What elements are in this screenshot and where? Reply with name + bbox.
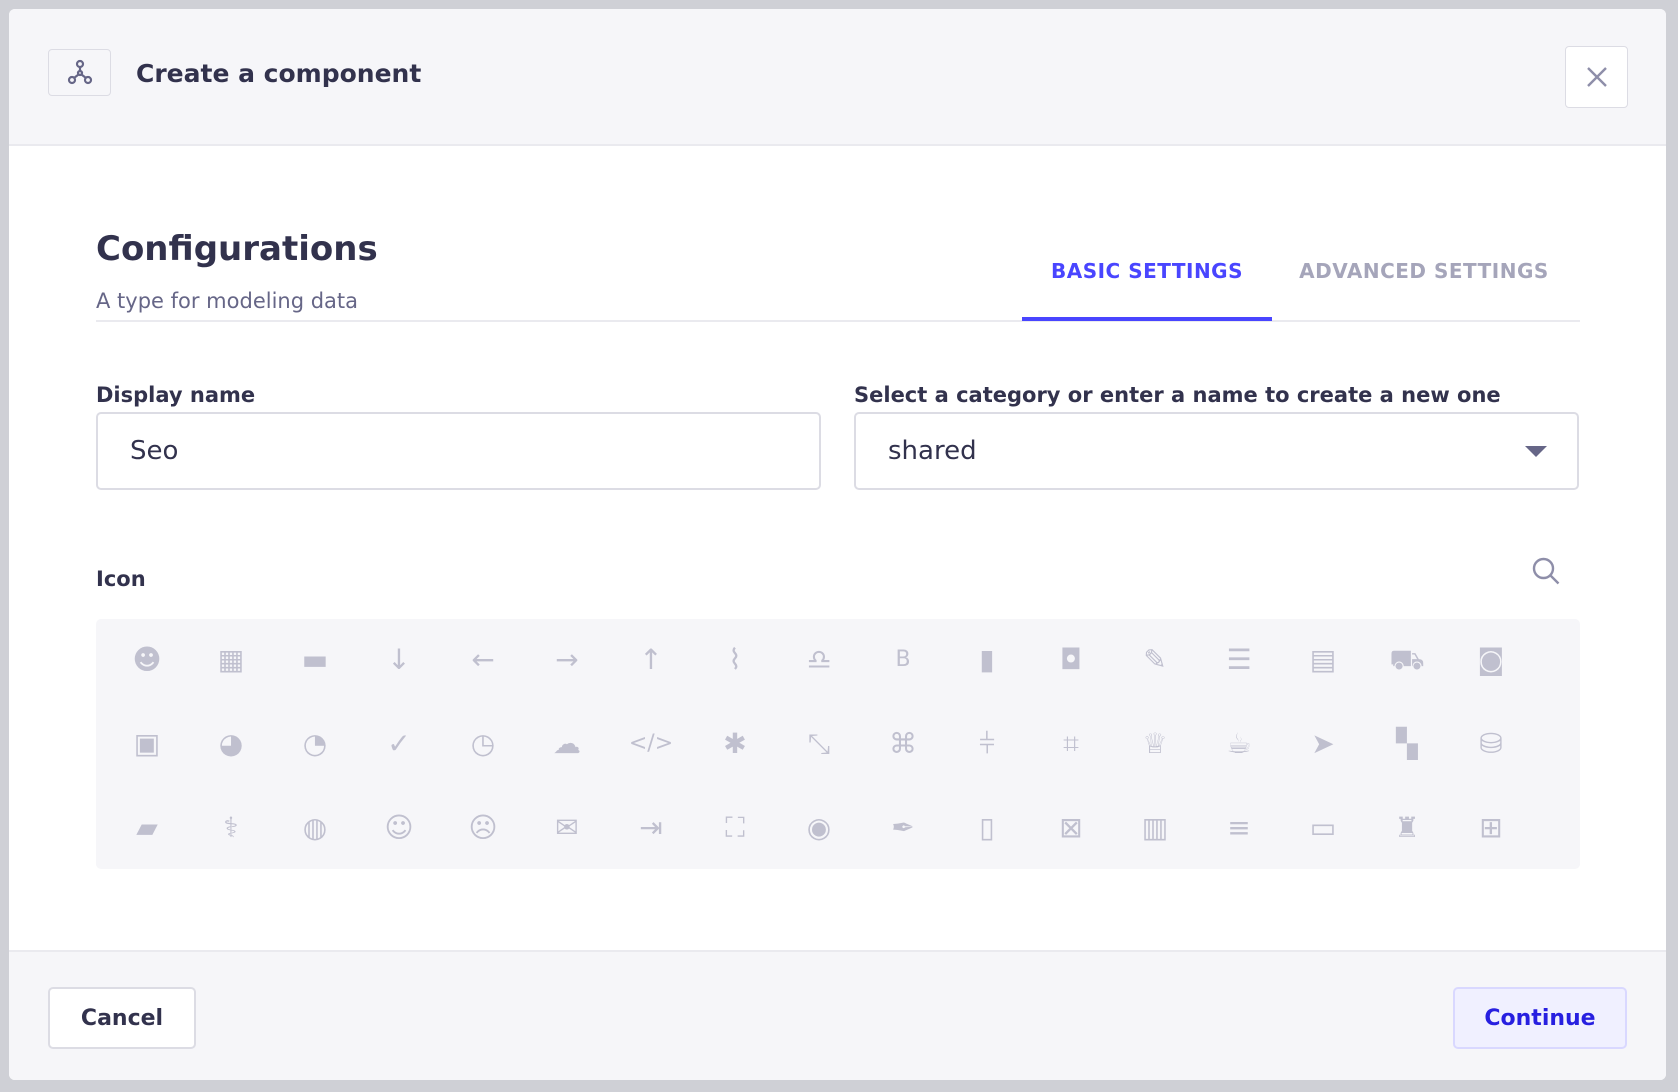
paperclip-icon[interactable]: ⌇ [728,643,742,676]
modal-header: Create a component [9,9,1666,146]
archive-icon[interactable]: ▬ [301,643,329,676]
comments-icon[interactable]: ▰ [136,811,158,844]
arrow-up-icon[interactable]: ↑ [639,643,663,676]
arrow-right-icon[interactable]: → [555,643,579,676]
cast-icon[interactable]: ◙ [1477,643,1505,676]
stethoscope-icon[interactable]: ⚕ [223,811,239,844]
coffee-icon[interactable]: ☕ [1226,727,1252,760]
continue-button[interactable]: Continue [1453,987,1627,1049]
icon-label: Icon [96,567,146,591]
modal-title: Create a component [136,59,422,88]
filter-icon[interactable]: ≡ [1227,811,1251,844]
display-name-input[interactable]: Seo [96,412,821,490]
search-icon[interactable] [1531,556,1561,590]
tabs-divider [96,320,1580,322]
component-icon [48,49,111,96]
file-excel-icon[interactable]: ⊠ [1059,811,1083,844]
command-icon[interactable]: ⌘ [889,727,917,760]
icon-picker-grid: ☻ ▦ ▬ ↓ ← → ↑ ⌇ ♎ B ▮ ◘ ✎ ☰ ▤ ⛟ ◙ ▣ ◕ ◔ ✓ ◷ ☁ </> ✱ ⤡ ⌘ ⫩ ⌗ ♕ ☕ ➤ ▚ ⛁ ▰ ⚕ ◍ ☺… [96,619,1580,869]
chart-pie-alt-icon[interactable]: ◕ [218,727,244,760]
code-icon[interactable]: </> [628,731,674,756]
car-icon[interactable]: ⛟ [1389,643,1425,676]
envelope-icon[interactable]: ✉ [555,811,579,844]
feather-icon[interactable]: ✒ [891,811,915,844]
book-icon[interactable]: ▮ [979,643,995,676]
list-icon[interactable]: ☰ [1226,643,1252,676]
clock-icon[interactable]: ◷ [470,727,496,760]
bold-icon[interactable]: B [895,647,911,672]
dashboard-icon[interactable]: ▚ [1396,727,1418,760]
paint-brush-icon[interactable]: ✎ [1143,643,1167,676]
gift-icon[interactable]: ⊞ [1479,811,1503,844]
cloud-icon[interactable]: ☁ [553,727,581,760]
section-subtitle: A type for modeling data [96,289,359,313]
arrow-left-icon[interactable]: ← [471,643,495,676]
sliders-icon[interactable]: ⫩ [978,727,996,760]
calendar-icon[interactable]: ▤ [1309,643,1337,676]
briefcase-icon[interactable]: ◘ [1059,643,1083,676]
category-label: Select a category or enter a name to cre… [854,383,1501,407]
database-icon[interactable]: ⛁ [1479,727,1503,760]
category-value: shared [888,436,977,466]
create-component-modal: Create a component Configurations A type… [9,9,1666,1080]
frown-icon[interactable]: ☹ [468,811,498,844]
globe-icon[interactable]: ◍ [302,811,328,844]
display-name-label: Display name [96,383,256,407]
chevron-down-icon [1525,446,1547,457]
folder-icon[interactable]: ▭ [1309,811,1337,844]
smile-icon[interactable]: ☺ [384,811,414,844]
category-select[interactable]: shared [854,412,1579,490]
crown-icon[interactable]: ♕ [1142,727,1168,760]
image-icon[interactable]: ▣ [133,727,161,760]
modal-footer: Cancel Continue [9,950,1666,1080]
cancel-button[interactable]: Cancel [48,987,196,1049]
bell-icon[interactable]: ♎ [806,643,832,676]
check-icon[interactable]: ✓ [387,727,411,760]
chess-rook-icon[interactable]: ♜ [1394,811,1420,844]
close-icon [1586,67,1607,87]
expand-icon[interactable]: ⛶ [725,811,745,844]
compress-icon[interactable]: ⤡ [807,727,831,760]
eye-icon[interactable]: ◉ [806,811,832,844]
tab-basic-settings[interactable]: BASIC SETTINGS [1022,259,1272,321]
alien-icon[interactable]: ☻ [132,643,162,676]
file-icon[interactable]: ▯ [979,811,995,844]
crop-icon[interactable]: ⌗ [1063,727,1079,760]
sign-out-icon[interactable]: ⇥ [639,811,663,844]
cursor-icon[interactable]: ➤ [1311,727,1335,760]
section-title: Configurations [96,229,378,269]
chart-pie-icon[interactable]: ◔ [302,727,328,760]
file-pdf-icon[interactable]: ▥ [1141,811,1169,844]
th-icon[interactable]: ▦ [217,643,245,676]
close-button[interactable] [1565,46,1628,108]
cog-icon[interactable]: ✱ [723,727,747,760]
tab-advanced-settings[interactable]: ADVANCED SETTINGS [1299,259,1549,283]
arrow-down-icon[interactable]: ↓ [387,643,411,676]
display-name-value: Seo [130,436,179,466]
